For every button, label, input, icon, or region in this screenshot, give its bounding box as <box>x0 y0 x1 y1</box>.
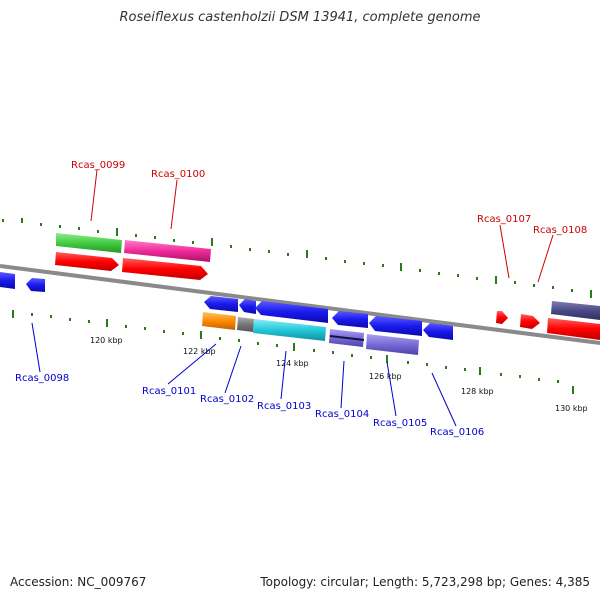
forward-leader-lines <box>90 169 554 283</box>
gene-feature-rcas-0099[interactable] <box>56 233 122 253</box>
gene-feature-rcas-0103[interactable] <box>253 319 326 341</box>
gene-label-rcas-0100[interactable]: Rcas_0100 <box>151 169 205 180</box>
gene-label-rcas-0102[interactable]: Rcas_0102 <box>200 394 254 405</box>
gene-label-rcas-0108[interactable]: Rcas_0108 <box>533 225 587 236</box>
accession-text: Accession: NC_009767 <box>10 575 147 589</box>
lower-tick-row <box>12 310 574 394</box>
gene-arrow-rcas-0099[interactable] <box>55 252 119 271</box>
gene-label-rcas-0099[interactable]: Rcas_0099 <box>71 160 125 171</box>
gene-arrow-rcas-0104[interactable] <box>332 311 368 328</box>
gene-arrow-rcas-0098[interactable] <box>26 278 45 292</box>
scale-label-128: 128 kbp <box>461 387 494 396</box>
gene-arrow-rcas-0109[interactable] <box>547 318 600 340</box>
scale-label-130: 130 kbp <box>555 404 588 413</box>
gene-arrow-rcas-0100[interactable] <box>122 258 208 280</box>
gene-label-rcas-0105[interactable]: Rcas_0105 <box>373 418 427 429</box>
gene-feature-rcas-0102[interactable] <box>237 317 254 332</box>
gene-label-rcas-0101[interactable]: Rcas_0101 <box>142 386 196 397</box>
gene-label-rcas-0098[interactable]: Rcas_0098 <box>15 373 69 384</box>
gene-arrow-rcas-0102[interactable] <box>239 299 256 314</box>
reverse-cds-track <box>0 272 453 340</box>
gene-arrow-rcas-0107[interactable] <box>496 311 508 324</box>
scale-label-124: 124 kbp <box>276 359 309 368</box>
gene-feature-rcas-0104-stripe <box>329 335 365 341</box>
gene-arrow-rcas-0106[interactable] <box>423 323 453 340</box>
scale-label-122: 122 kbp <box>183 347 216 356</box>
genome-backbone <box>0 264 600 345</box>
genome-stats-text: Topology: circular; Length: 5,723,298 bp… <box>260 575 590 589</box>
gene-feature-rcas-0101[interactable] <box>202 312 236 330</box>
gene-label-rcas-0107[interactable]: Rcas_0107 <box>477 214 531 225</box>
gene-label-rcas-0104[interactable]: Rcas_0104 <box>315 409 369 420</box>
upper-tick-row <box>2 218 592 298</box>
gene-feature-rcas-0105[interactable] <box>366 334 419 355</box>
gene-feature-rcas-0100[interactable] <box>124 240 211 262</box>
gene-feature-rcas-0109[interactable] <box>551 301 600 320</box>
forward-feature-track <box>56 233 600 320</box>
scale-label-120: 120 kbp <box>90 336 123 345</box>
gene-arrow-rcas-0108[interactable] <box>520 314 540 329</box>
reverse-leader-lines <box>31 322 457 427</box>
reverse-feature-track <box>202 312 419 355</box>
scale-label-126: 126 kbp <box>369 372 402 381</box>
gene-arrow-rcas-0097[interactable] <box>0 272 15 289</box>
gene-label-rcas-0106[interactable]: Rcas_0106 <box>430 427 484 438</box>
gene-arrow-rcas-0101[interactable] <box>204 296 238 312</box>
forward-cds-track <box>55 252 600 340</box>
gene-arrow-rcas-0103[interactable] <box>255 301 328 323</box>
map-title: Roseiflexus castenholzii DSM 13941, comp… <box>119 10 481 25</box>
gene-label-rcas-0103[interactable]: Rcas_0103 <box>257 401 311 412</box>
gene-arrow-rcas-0105[interactable] <box>369 316 422 336</box>
